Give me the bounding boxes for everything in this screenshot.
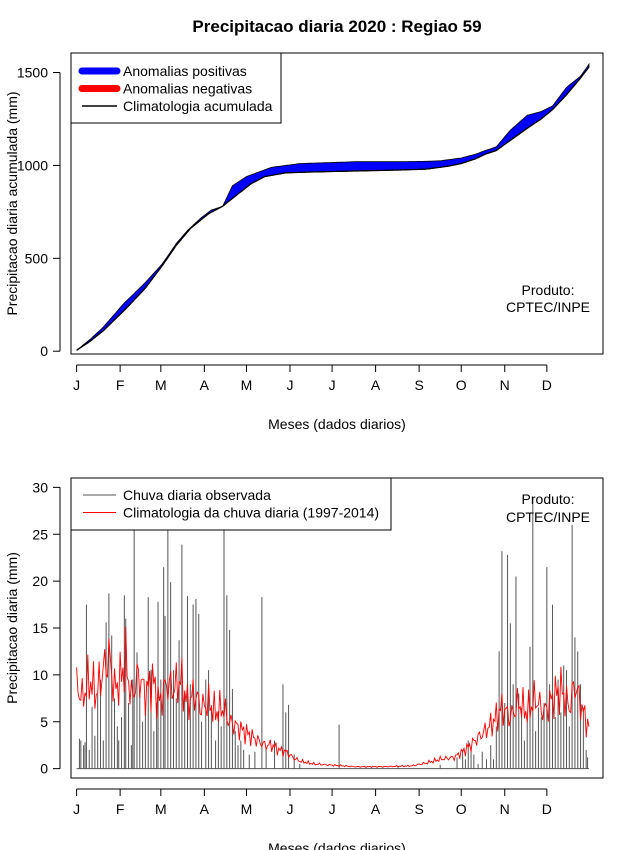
legend-label: Climatologia da chuva diaria (1997-2014) — [123, 505, 379, 521]
y-axis-label: Precipitacao diaria acumulada (mm) — [4, 91, 20, 315]
legend-label: Anomalias negativas — [123, 81, 252, 97]
y-tick-label: 30 — [32, 479, 48, 495]
x-tick-label: M — [155, 801, 167, 817]
x-tick-label: A — [200, 801, 210, 817]
y-axis-label: Precipitacao diaria (mm) — [4, 552, 20, 704]
x-tick-label: J — [286, 801, 293, 817]
y-tick-label: 1500 — [17, 65, 48, 81]
product-label: Produto: — [522, 491, 575, 507]
y-tick-label: 10 — [32, 667, 48, 683]
x-tick-label: M — [155, 377, 167, 393]
product-source: CPTEC/INPE — [506, 299, 590, 315]
x-tick-label: J — [286, 377, 293, 393]
legend-box — [70, 477, 392, 531]
climatology-cumulative-line — [76, 66, 590, 351]
x-tick-label: J — [73, 377, 80, 393]
x-tick-label: O — [456, 801, 467, 817]
product-label: Produto: — [522, 282, 575, 298]
legend: Chuva diaria observada Climatologia da ch… — [70, 477, 392, 531]
y-tick-label: 0 — [40, 343, 48, 359]
x-tick-label: D — [542, 801, 552, 817]
x-tick-label: N — [500, 377, 510, 393]
x-tick-label: M — [241, 377, 253, 393]
daily-chart: J F M A M J J A S O N D 0 5 10 15 20 25 30 Meses (dados dia… — [4, 477, 604, 850]
x-tick-label: A — [371, 377, 381, 393]
y-tick-label: 500 — [25, 250, 49, 266]
x-tick-label: F — [116, 801, 125, 817]
y-tick-label: 20 — [32, 573, 48, 589]
x-tick-label: O — [456, 377, 467, 393]
x-tick-label: D — [542, 377, 552, 393]
x-tick-label: J — [329, 801, 336, 817]
legend-label: Chuva diaria observada — [123, 487, 271, 503]
x-axis-label: Meses (dados diarios) — [268, 840, 406, 850]
product-source: CPTEC/INPE — [506, 509, 590, 525]
x-tick-label: N — [500, 801, 510, 817]
x-tick-label: S — [414, 801, 423, 817]
x-tick-label: J — [73, 801, 80, 817]
legend-label: Anomalias positivas — [123, 63, 247, 79]
x-tick-label: F — [116, 377, 125, 393]
y-tick-label: 1000 — [17, 157, 48, 173]
x-tick-label: M — [241, 801, 253, 817]
x-tick-label: A — [200, 377, 210, 393]
plot-frame — [70, 52, 604, 355]
y-tick-label: 0 — [40, 761, 48, 777]
x-tick-label: J — [329, 377, 336, 393]
x-tick-label: S — [414, 377, 423, 393]
y-tick-label: 5 — [40, 714, 48, 730]
x-axis-label: Meses (dados diarios) — [268, 416, 406, 432]
figure-title: Precipitacao diaria 2020 : Regiao 59 — [192, 17, 481, 36]
y-tick-label: 15 — [32, 620, 48, 636]
cumulative-chart: J F M A M J J A S O N D 0 500 1000 1500 Meses (dados dia… — [4, 52, 604, 432]
climatology-daily-line — [76, 626, 590, 768]
y-tick-label: 25 — [32, 526, 48, 542]
legend-label: Climatologia acumulada — [123, 98, 273, 114]
x-tick-label: A — [371, 801, 381, 817]
legend: Anomalias positivas Anomalias negativasCl… — [70, 52, 282, 124]
